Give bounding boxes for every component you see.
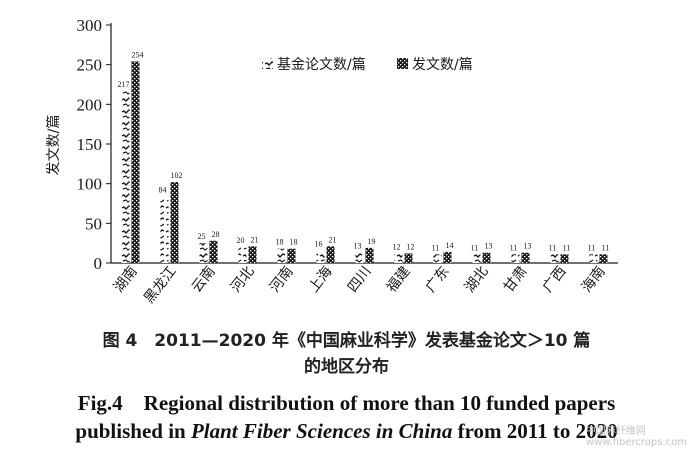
- data-label: 18: [276, 238, 284, 247]
- legend-swatch-total: [397, 58, 408, 69]
- data-label: 11: [563, 243, 571, 252]
- data-label: 11: [549, 243, 557, 252]
- bar-funded-papers: [355, 252, 364, 263]
- watermark: 中国麻纤维网 www.fibercrops.com: [586, 426, 687, 448]
- bar-funded-papers: [433, 254, 442, 263]
- data-label: 13: [524, 242, 532, 251]
- x-category-label: 湖南: [111, 264, 141, 296]
- x-category-label: 河南: [267, 264, 297, 296]
- data-label: 11: [471, 243, 479, 252]
- y-tick-label: 50: [85, 214, 102, 233]
- legend-label-total: 发文数/篇: [412, 57, 473, 73]
- data-label: 84: [159, 185, 167, 194]
- caption-en-line1: Fig.4 Regional distribution of more than…: [77, 391, 616, 415]
- data-label: 13: [485, 242, 493, 251]
- bar-chart: 0 50 100 150 200 250 300 217 254 84 102 25 28 20 21 18…: [46, 16, 618, 307]
- bar-funded-papers: [511, 254, 520, 263]
- x-category-label: 黑龙江: [141, 264, 179, 307]
- data-label: 11: [588, 243, 596, 252]
- bar-total-papers: [209, 240, 218, 263]
- bar-funded-papers: [160, 196, 169, 263]
- caption-cn-line1: 图 4 2011—2020 年《中国麻业科学》发表基金论文＞10 篇: [102, 331, 591, 351]
- bar-funded-papers: [316, 250, 325, 263]
- y-axis-title: 发文数/篇: [46, 115, 62, 176]
- data-label: 20: [237, 236, 245, 245]
- bar-funded-papers: [589, 254, 598, 263]
- legend-label-funded: 基金论文数/篇: [277, 56, 366, 73]
- x-category-label: 上海: [306, 264, 336, 296]
- axes: 0 50 100 150 200 250 300: [77, 16, 618, 273]
- y-tick-label: 250: [77, 56, 103, 75]
- x-category-label: 云南: [189, 264, 219, 296]
- data-label: 21: [251, 235, 259, 244]
- data-label: 19: [368, 237, 376, 246]
- y-tick-label: 0: [94, 254, 103, 273]
- bar-total-papers: [599, 254, 608, 263]
- bar-funded-papers: [238, 247, 247, 263]
- data-label: 11: [510, 243, 518, 252]
- x-category-label: 海南: [579, 264, 609, 296]
- y-tick-label: 150: [77, 135, 103, 154]
- legend: 基金论文数/篇 发文数/篇: [262, 56, 473, 73]
- bar-total-papers: [404, 253, 413, 263]
- data-label: 11: [602, 243, 610, 252]
- caption-en-line2: published in Plant Fiber Sciences in Chi…: [0, 419, 693, 444]
- bar-funded-papers: [472, 254, 481, 263]
- data-labels: 217 254 84 102 25 28 20 21 18 18 16 21 13 19 12 12 11 14 1…: [118, 50, 610, 252]
- data-label: 28: [212, 230, 220, 239]
- bar-total-papers: [443, 251, 452, 263]
- y-tick-label: 200: [77, 95, 103, 114]
- data-label: 12: [407, 242, 415, 251]
- x-category-label: 甘肃: [501, 264, 531, 296]
- data-label: 254: [132, 50, 144, 59]
- bar-total-papers: [170, 182, 179, 263]
- bars: [121, 61, 608, 263]
- data-label: 13: [354, 242, 362, 251]
- data-label: 25: [198, 232, 206, 241]
- bar-total-papers: [560, 254, 569, 263]
- x-category-label: 河北: [228, 264, 258, 296]
- bar-funded-papers: [199, 243, 208, 263]
- data-label: 11: [432, 243, 440, 252]
- data-label: 21: [329, 235, 337, 244]
- bar-total-papers: [326, 246, 335, 263]
- bar-total-papers: [287, 248, 296, 263]
- bar-total-papers: [482, 252, 491, 263]
- data-label: 12: [393, 242, 401, 251]
- bar-funded-papers: [550, 254, 559, 263]
- y-tick-label: 300: [77, 16, 103, 35]
- x-category-label: 广西: [540, 264, 570, 296]
- caption-en-journal: Plant Fiber Sciences in China: [190, 419, 453, 443]
- caption-en-post: from 2011 to 2020: [452, 419, 618, 443]
- data-label: 16: [315, 239, 323, 248]
- bar-funded-papers: [121, 90, 130, 263]
- category-labels: 湖南 黑龙江 云南 河北 河南 上海 四川 福建 广东 湖北 甘肃 广西 海南: [111, 264, 609, 307]
- bar-total-papers: [521, 252, 530, 263]
- x-category-label: 广东: [423, 264, 453, 296]
- bar-total-papers: [131, 61, 140, 263]
- bar-total-papers: [365, 247, 374, 263]
- bar-funded-papers: [277, 248, 286, 263]
- watermark-line1: 中国麻纤维网: [585, 426, 646, 437]
- x-category-label: 湖北: [462, 264, 492, 296]
- data-label: 14: [446, 241, 454, 250]
- x-category-label: 福建: [384, 264, 414, 296]
- y-tick-label: 100: [77, 175, 103, 194]
- caption-en-pre: published in: [75, 419, 191, 443]
- legend-swatch-funded: [262, 58, 273, 69]
- data-label: 217: [118, 80, 130, 89]
- watermark-line2: www.fibercrops.com: [585, 437, 687, 448]
- bar-funded-papers: [394, 253, 403, 263]
- data-label: 18: [290, 238, 298, 247]
- caption-cn-line2: 的地区分布: [304, 357, 389, 377]
- bar-total-papers: [248, 246, 257, 263]
- x-category-label: 四川: [345, 264, 375, 296]
- data-label: 102: [171, 171, 183, 180]
